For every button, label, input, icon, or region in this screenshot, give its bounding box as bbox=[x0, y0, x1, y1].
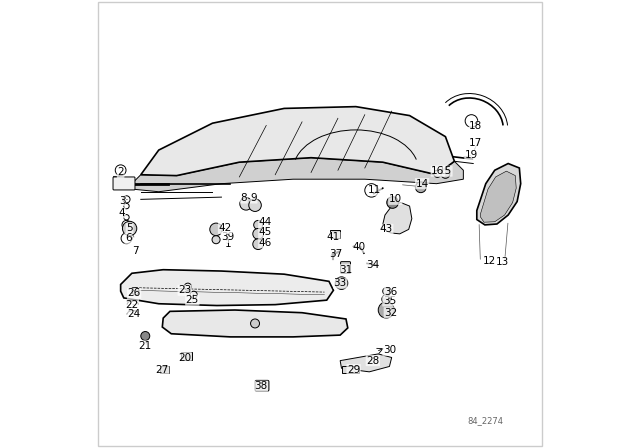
Text: 22: 22 bbox=[125, 300, 138, 310]
Text: 35: 35 bbox=[383, 296, 396, 306]
Text: 46: 46 bbox=[259, 238, 272, 248]
Text: 34: 34 bbox=[366, 260, 380, 270]
Text: 23: 23 bbox=[178, 285, 191, 295]
Text: 36: 36 bbox=[384, 287, 397, 297]
Text: 45: 45 bbox=[259, 227, 272, 237]
Polygon shape bbox=[481, 171, 516, 222]
Text: 37: 37 bbox=[329, 250, 342, 259]
Circle shape bbox=[122, 221, 137, 236]
Text: 12: 12 bbox=[483, 256, 496, 266]
Circle shape bbox=[378, 302, 394, 318]
Circle shape bbox=[253, 239, 264, 250]
Circle shape bbox=[387, 197, 399, 208]
Bar bbox=[330, 230, 340, 238]
FancyBboxPatch shape bbox=[340, 262, 351, 273]
Circle shape bbox=[335, 277, 348, 289]
Polygon shape bbox=[163, 310, 348, 337]
Text: 43: 43 bbox=[380, 224, 393, 234]
Text: 31: 31 bbox=[339, 265, 353, 275]
Text: 8: 8 bbox=[241, 193, 247, 203]
Text: 41: 41 bbox=[327, 233, 340, 242]
Text: 13: 13 bbox=[496, 257, 509, 267]
Text: 5: 5 bbox=[126, 224, 133, 233]
Text: 4: 4 bbox=[118, 208, 125, 218]
Circle shape bbox=[249, 199, 261, 211]
Circle shape bbox=[210, 223, 222, 236]
Text: 14: 14 bbox=[415, 179, 429, 189]
Text: 6: 6 bbox=[125, 233, 132, 243]
Polygon shape bbox=[340, 354, 392, 372]
Text: 25: 25 bbox=[186, 295, 199, 305]
Polygon shape bbox=[477, 164, 521, 225]
Text: 39: 39 bbox=[221, 233, 235, 242]
Circle shape bbox=[251, 319, 260, 328]
Circle shape bbox=[415, 182, 426, 193]
Text: 9: 9 bbox=[250, 193, 257, 203]
Text: 2: 2 bbox=[117, 168, 124, 177]
Text: 3: 3 bbox=[118, 196, 125, 206]
Polygon shape bbox=[141, 107, 454, 176]
Bar bbox=[159, 366, 170, 373]
Text: 40: 40 bbox=[353, 242, 366, 252]
Text: 30: 30 bbox=[383, 345, 396, 355]
Bar bbox=[181, 352, 192, 360]
Text: 18: 18 bbox=[469, 121, 483, 131]
Text: 19: 19 bbox=[465, 150, 478, 159]
Text: 17: 17 bbox=[469, 138, 483, 148]
Text: 38: 38 bbox=[254, 381, 268, 391]
Text: 20: 20 bbox=[178, 353, 191, 362]
Text: 28: 28 bbox=[366, 356, 380, 366]
Circle shape bbox=[383, 288, 390, 295]
Circle shape bbox=[253, 228, 264, 239]
Text: 42: 42 bbox=[218, 224, 232, 233]
Circle shape bbox=[240, 198, 252, 210]
Circle shape bbox=[253, 220, 262, 229]
Text: 15: 15 bbox=[439, 166, 452, 176]
Text: 7: 7 bbox=[132, 246, 139, 256]
Circle shape bbox=[212, 236, 220, 244]
Text: 21: 21 bbox=[138, 341, 151, 351]
Circle shape bbox=[382, 295, 391, 304]
Bar bbox=[342, 366, 360, 373]
Circle shape bbox=[141, 332, 150, 340]
Text: 16: 16 bbox=[431, 166, 444, 176]
Text: 24: 24 bbox=[127, 310, 141, 319]
Circle shape bbox=[441, 169, 450, 178]
Text: 44: 44 bbox=[259, 217, 272, 227]
Polygon shape bbox=[382, 202, 412, 234]
Text: 84_2274: 84_2274 bbox=[468, 416, 504, 425]
Text: 32: 32 bbox=[384, 308, 397, 318]
FancyBboxPatch shape bbox=[255, 380, 269, 391]
Text: 10: 10 bbox=[388, 194, 402, 204]
Text: 27: 27 bbox=[156, 365, 169, 375]
Text: 33: 33 bbox=[333, 278, 347, 288]
Circle shape bbox=[434, 170, 441, 177]
Text: 29: 29 bbox=[347, 365, 360, 375]
FancyBboxPatch shape bbox=[113, 177, 135, 190]
Text: 11: 11 bbox=[368, 185, 381, 195]
Text: 26: 26 bbox=[127, 289, 141, 298]
Text: 1: 1 bbox=[225, 239, 232, 249]
Polygon shape bbox=[121, 270, 333, 306]
Polygon shape bbox=[132, 158, 463, 192]
